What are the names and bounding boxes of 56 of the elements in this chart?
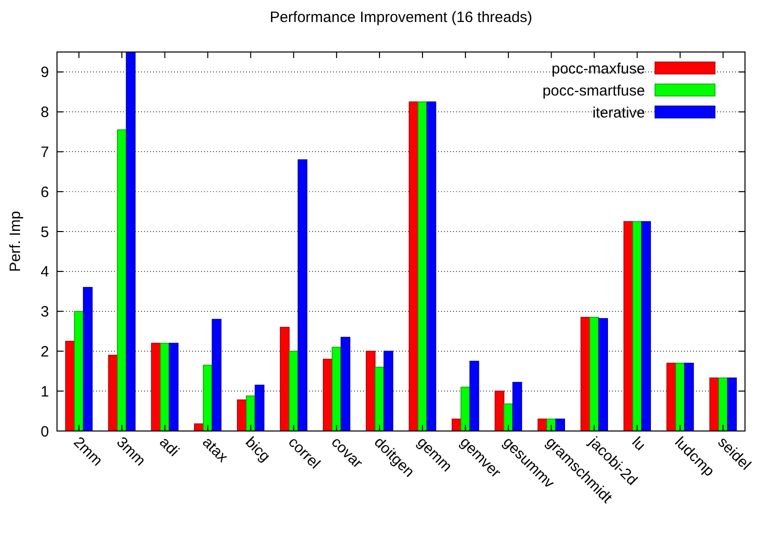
bar: [254, 384, 264, 432]
bar: [580, 316, 590, 432]
bar: [469, 360, 480, 432]
bar: [212, 318, 222, 432]
y-tick-label: 5: [40, 224, 49, 241]
y-tick-label: 7: [40, 144, 49, 161]
bar: [675, 362, 685, 432]
y-tick-label: 4: [40, 264, 49, 281]
bar: [426, 101, 436, 432]
bar: [460, 386, 470, 432]
bar: [74, 310, 84, 432]
bar: [666, 362, 676, 432]
bar: [623, 221, 634, 432]
bar: [632, 221, 642, 432]
y-axis-title: Perf. Imp: [7, 211, 24, 272]
y-tick-label: 6: [40, 184, 49, 201]
bar: [504, 403, 514, 432]
bar: [589, 316, 600, 432]
y-tick-label: 1: [40, 383, 49, 400]
bar: [374, 366, 384, 432]
bar: [684, 362, 694, 432]
bar: [340, 336, 350, 432]
bar: [555, 418, 566, 432]
bar: [151, 342, 161, 432]
bar: [280, 326, 290, 432]
x-tick-label: atax: [198, 434, 232, 466]
bar: [168, 342, 179, 432]
bar: [108, 354, 118, 432]
bar: [709, 378, 720, 432]
bar: [117, 129, 127, 432]
legend-label: pocc-smartfuse: [542, 82, 645, 100]
y-tick-label: 9: [40, 64, 49, 82]
bar: [598, 318, 608, 432]
bar: [236, 399, 247, 432]
bar: [160, 342, 170, 432]
bar: [202, 364, 213, 432]
y-tick-label: 0: [40, 423, 49, 440]
bar: [494, 390, 504, 432]
x-tick-label: adi: [156, 434, 182, 460]
bar: [82, 286, 93, 432]
bar: [384, 350, 394, 432]
bar: [727, 378, 737, 432]
bar: [418, 101, 428, 432]
bar: [298, 159, 308, 432]
y-tick-label: 3: [40, 304, 49, 321]
y-tick-label: 8: [40, 104, 49, 122]
legend-label: pocc-maxfuse: [552, 60, 645, 78]
legend-label: iterative: [592, 104, 645, 122]
bar: [288, 350, 298, 432]
bar: [126, 52, 136, 432]
bar: [65, 340, 75, 432]
y-tick-label: 2: [40, 343, 49, 360]
bar: [641, 221, 651, 432]
bar: [332, 346, 342, 432]
chart-title: Performance Improvement (16 threads): [270, 9, 532, 26]
bar: [512, 382, 522, 432]
